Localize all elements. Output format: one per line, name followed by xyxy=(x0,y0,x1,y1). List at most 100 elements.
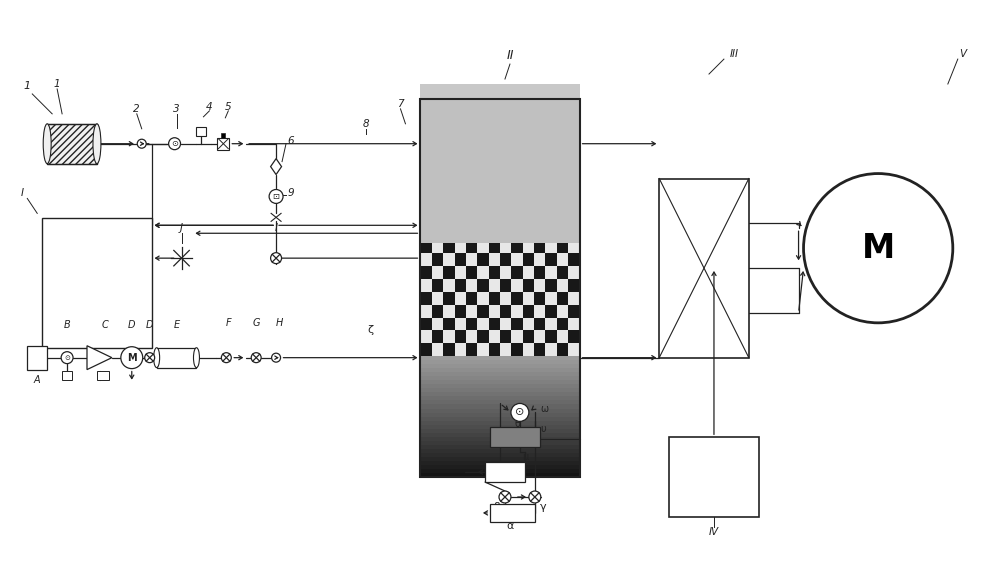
Bar xyxy=(466,331,477,343)
Bar xyxy=(420,461,580,465)
Text: H: H xyxy=(275,318,283,328)
Bar xyxy=(443,331,455,343)
Bar xyxy=(534,240,545,253)
Bar xyxy=(500,279,511,292)
Bar xyxy=(466,292,477,305)
Bar xyxy=(568,266,580,279)
Text: 1: 1 xyxy=(24,81,31,91)
Bar xyxy=(557,343,568,356)
Text: J: J xyxy=(180,223,183,234)
Bar xyxy=(568,305,580,317)
Bar xyxy=(455,240,466,253)
Bar xyxy=(568,279,580,292)
Bar xyxy=(534,343,545,356)
Circle shape xyxy=(511,403,529,421)
Bar xyxy=(534,279,545,292)
Text: M: M xyxy=(127,353,137,362)
Bar xyxy=(568,292,580,305)
Bar xyxy=(196,127,206,136)
Ellipse shape xyxy=(154,348,160,368)
Bar xyxy=(557,305,568,317)
Bar xyxy=(523,253,534,266)
Bar xyxy=(568,240,580,253)
Bar xyxy=(420,253,432,266)
Bar xyxy=(490,504,535,522)
Bar xyxy=(420,372,580,376)
Bar xyxy=(466,253,477,266)
Bar xyxy=(511,343,523,356)
Bar xyxy=(557,317,568,331)
Bar xyxy=(534,266,545,279)
Text: θ: θ xyxy=(515,419,521,429)
Bar xyxy=(669,438,759,517)
Text: III: III xyxy=(729,49,738,59)
Text: ζ: ζ xyxy=(368,325,374,335)
Bar xyxy=(489,240,500,253)
Bar xyxy=(523,305,534,317)
Bar xyxy=(500,240,511,253)
Bar xyxy=(420,469,580,473)
Bar xyxy=(443,343,455,356)
Bar xyxy=(27,346,47,369)
Text: I: I xyxy=(21,188,24,198)
Bar xyxy=(489,253,500,266)
Bar xyxy=(455,228,466,240)
Bar xyxy=(466,343,477,356)
Bar xyxy=(432,317,443,331)
Bar xyxy=(455,343,466,356)
Text: γ: γ xyxy=(539,502,546,512)
Text: β: β xyxy=(494,502,501,512)
Bar xyxy=(534,228,545,240)
Bar xyxy=(534,292,545,305)
Bar xyxy=(455,331,466,343)
Bar xyxy=(420,417,580,421)
Bar xyxy=(534,331,545,343)
Bar xyxy=(420,409,580,413)
Bar xyxy=(545,317,557,331)
Bar xyxy=(500,266,511,279)
Circle shape xyxy=(269,190,283,203)
Bar xyxy=(511,253,523,266)
Bar xyxy=(443,266,455,279)
Bar xyxy=(490,427,540,447)
Bar xyxy=(511,266,523,279)
Bar xyxy=(443,253,455,266)
Bar xyxy=(420,405,580,409)
Bar xyxy=(420,401,580,405)
Bar xyxy=(217,138,229,150)
Bar xyxy=(568,343,580,356)
Bar xyxy=(97,370,109,380)
Bar xyxy=(489,292,500,305)
Ellipse shape xyxy=(43,124,51,164)
Bar xyxy=(523,266,534,279)
Bar xyxy=(420,279,432,292)
Bar xyxy=(545,266,557,279)
Polygon shape xyxy=(87,346,112,369)
Bar xyxy=(545,253,557,266)
Bar xyxy=(523,228,534,240)
Bar xyxy=(420,364,580,368)
Bar xyxy=(477,240,489,253)
Text: μ: μ xyxy=(522,452,528,462)
Text: υ: υ xyxy=(540,424,546,434)
Circle shape xyxy=(272,353,281,362)
Bar xyxy=(477,228,489,240)
Bar xyxy=(485,462,525,482)
Bar xyxy=(534,253,545,266)
Bar xyxy=(511,240,523,253)
Bar xyxy=(477,331,489,343)
Bar xyxy=(420,384,580,388)
Bar xyxy=(523,279,534,292)
Bar xyxy=(443,317,455,331)
Bar xyxy=(511,331,523,343)
Circle shape xyxy=(61,351,73,364)
Text: 6: 6 xyxy=(288,136,294,146)
Text: 1: 1 xyxy=(54,79,60,89)
Circle shape xyxy=(121,347,143,369)
Bar xyxy=(489,331,500,343)
Bar xyxy=(477,292,489,305)
Bar xyxy=(420,292,432,305)
Bar xyxy=(420,465,580,469)
Bar xyxy=(568,253,580,266)
Bar xyxy=(420,433,580,437)
